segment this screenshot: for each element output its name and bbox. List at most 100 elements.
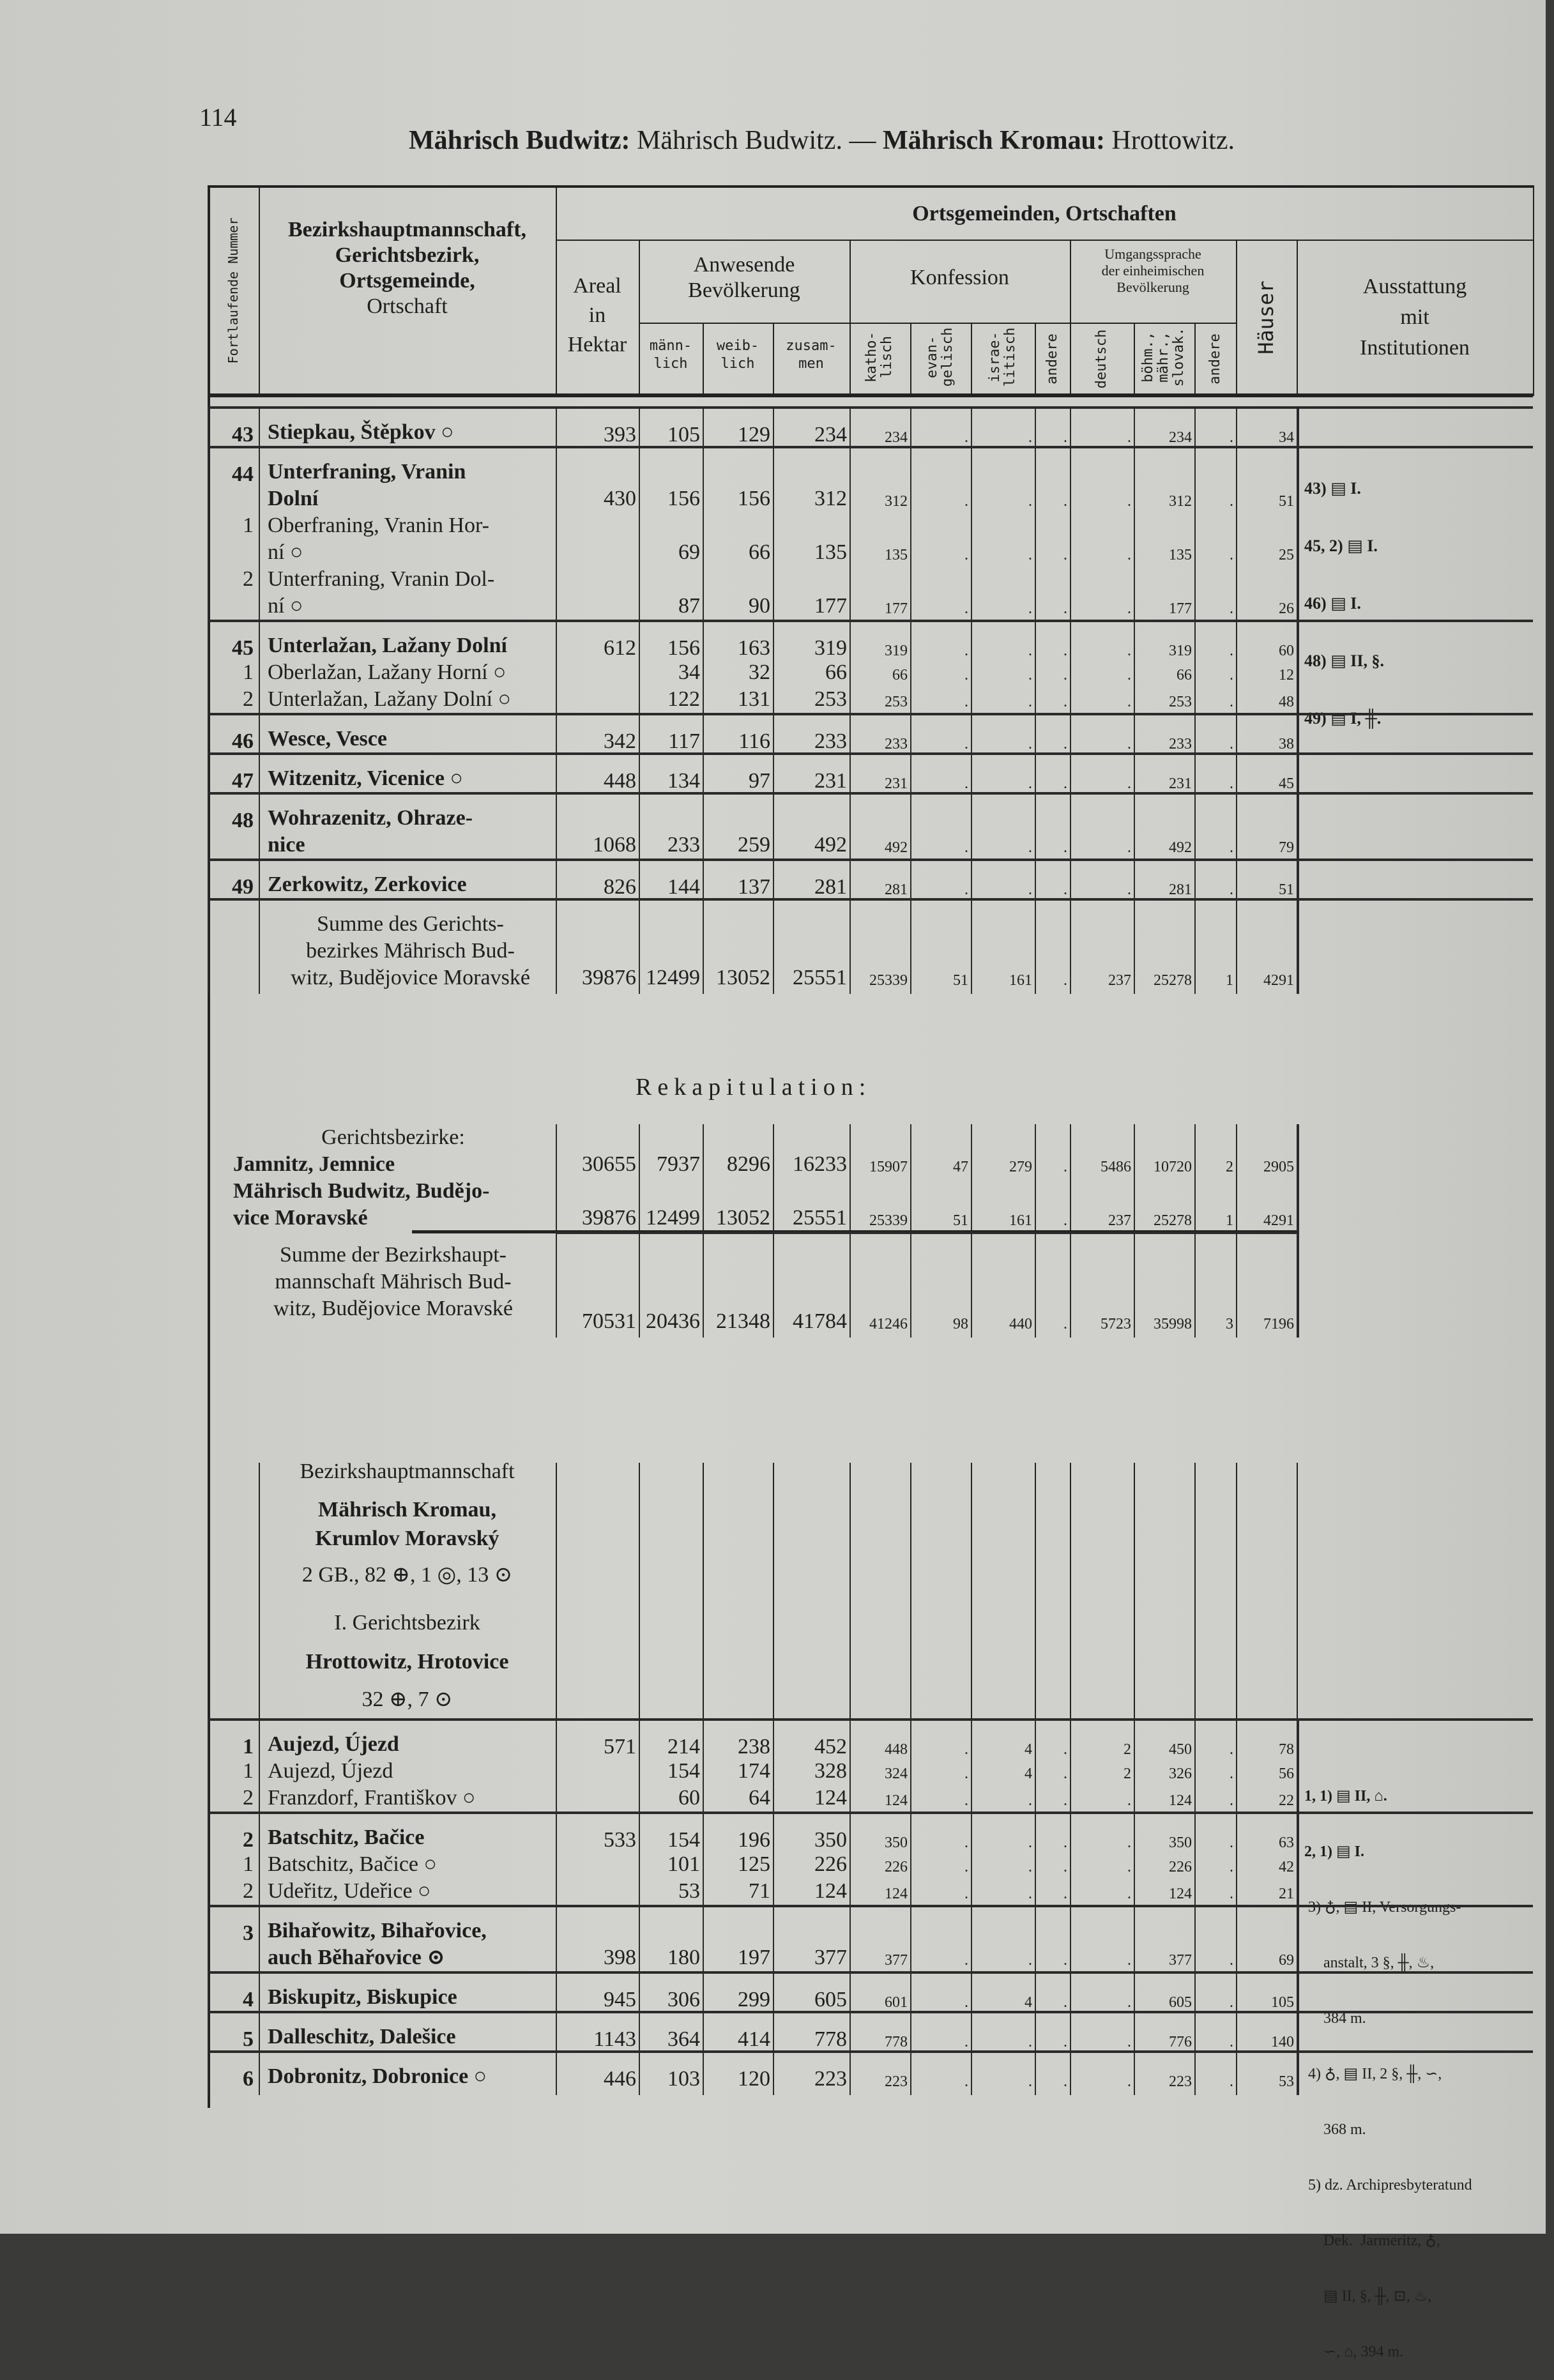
value-cell: 4 (971, 1718, 1035, 1763)
value-cell (1236, 1124, 1297, 1154)
value-cell: 4 (971, 1758, 1035, 1787)
value-cell: . (910, 858, 971, 903)
value-cell: . (1035, 752, 1070, 797)
place-name-cell: Gerichtsbezirke: (208, 1124, 556, 1154)
value: . (1063, 493, 1067, 510)
value: . (964, 1835, 968, 1851)
value: 326 (1169, 1766, 1192, 1782)
value-cell: 778 (849, 2011, 910, 2056)
value: . (1028, 1835, 1032, 1851)
value-cell: 312 (849, 446, 910, 515)
value-cell: 350 (849, 1812, 910, 1856)
place-name-line: Oberlažan, Lažany Horní ○ (268, 660, 507, 684)
value: 129 (738, 423, 770, 446)
value-cell: 25339 (849, 1178, 910, 1234)
value: 233 (814, 729, 847, 753)
header-bottom-rule (208, 393, 1533, 397)
value: . (964, 2034, 968, 2050)
value-cell: 778 (773, 2011, 849, 2056)
value: 103 (667, 2067, 700, 2091)
value: 70531 (582, 1309, 636, 1333)
value: 156 (738, 487, 770, 510)
table-row: 5 Dalleschitz, Dalešice 1143 364 414 778 778..… (208, 2011, 1533, 2056)
value-cell: . (971, 512, 1035, 568)
value: . (1230, 1994, 1233, 2011)
value-cell: . (1194, 1971, 1236, 2016)
table-row: 4 Biskupitz, Biskupice 945 306 299 605 601. 4..… (208, 1971, 1533, 2016)
table-row: Jamnitz, Jemnice 30655 7937 8296 16233 15907 4… (208, 1151, 1533, 1180)
col-divider (773, 1463, 774, 1718)
value: 492 (1169, 839, 1192, 856)
value-cell: 2 (1194, 1151, 1236, 1180)
value-cell: . (910, 1878, 971, 1907)
value: 306 (667, 1988, 700, 2011)
value-cell: . (1070, 566, 1134, 622)
value: 25 (1279, 547, 1294, 563)
value-cell: 612 (556, 620, 639, 664)
value: . (1230, 643, 1233, 659)
value: 279 (1009, 1159, 1032, 1175)
ausstattung-cell (1297, 1905, 1533, 1974)
value: . (964, 736, 968, 752)
value-cell: 319 (1134, 620, 1194, 664)
col-divider (1297, 240, 1298, 396)
note-line: 3) ♁, ▤ II, Versorgungs- (1304, 1899, 1461, 1916)
header-group-title: Ortsgemeinden, Ortschaften (912, 202, 1177, 225)
table-row: 49 Zerkowitz, Zerkovice 826 144 137 281 281...… (208, 858, 1533, 903)
value-cell: 214 (639, 1718, 703, 1763)
row-number: 1 (243, 1852, 254, 1876)
value-cell: . (1194, 446, 1236, 515)
table-row: 46 Wesce, Vesce 342 117 116 233 233.... 233. 38 (208, 713, 1533, 758)
value: . (1127, 493, 1131, 510)
header-sprache-line: der einheimischen (1101, 263, 1205, 278)
value: 35998 (1154, 1316, 1192, 1332)
value: 253 (1169, 694, 1192, 710)
col-divider (910, 323, 911, 396)
value: 231 (1169, 775, 1192, 792)
ausstattung-cell (1297, 1758, 1533, 1787)
value: . (1028, 839, 1032, 856)
value-cell: 78 (1236, 1718, 1297, 1763)
header-andere-konf: andere (1044, 333, 1060, 385)
value-cell: . (971, 1812, 1035, 1856)
col-divider (1134, 323, 1135, 396)
value: 163 (738, 636, 770, 660)
value-cell: . (971, 620, 1035, 664)
row-number: 2 (243, 687, 254, 711)
value-cell: . (971, 713, 1035, 758)
value: . (1230, 2034, 1233, 2050)
place-name-cell: Aujezd, Újezd (259, 1758, 556, 1787)
ausstattung-cell (1297, 1785, 1533, 1814)
row-number: 2 (243, 567, 254, 591)
value-cell: 1143 (556, 2011, 639, 2056)
value: . (1230, 1859, 1233, 1875)
value-cell: 571 (556, 1718, 639, 1763)
value-cell: . (971, 406, 1035, 451)
value-cell: 306 (639, 1971, 703, 2016)
value-cell: 47 (910, 1151, 971, 1180)
value-cell: 25 (1236, 512, 1297, 568)
row-number-cell: 1 (208, 1851, 259, 1880)
place-name-line: nice (268, 833, 305, 857)
table-row: 1 Oberfraning, Vranin Hor-ní ○ 69 66 135 135.… (208, 512, 1533, 568)
col-divider (556, 185, 557, 396)
value: 22 (1279, 1792, 1294, 1809)
value-cell: . (1194, 406, 1236, 451)
value-cell: 21 (1236, 1878, 1297, 1907)
ausstattung-cell (1297, 1851, 1533, 1880)
value: 34 (678, 660, 700, 684)
value: 223 (814, 2067, 847, 2091)
value: 51 (1279, 493, 1294, 510)
place-name-cell: Witzenitz, Vicenice ○ (259, 752, 556, 797)
value-cell: 446 (556, 2050, 639, 2095)
value-cell: 319 (773, 620, 849, 664)
value-cell: . (971, 858, 1035, 903)
value-cell: . (1194, 686, 1236, 715)
value-cell: 161 (971, 898, 1035, 994)
value-cell: . (1194, 1812, 1236, 1856)
place-name-line: Wesce, Vesce (268, 727, 387, 751)
value: 177 (885, 600, 908, 617)
value-cell: 25278 (1134, 1178, 1194, 1234)
ausstattung-cell (1297, 1718, 1533, 1763)
header-aus-line: Ausstattung (1362, 275, 1467, 298)
